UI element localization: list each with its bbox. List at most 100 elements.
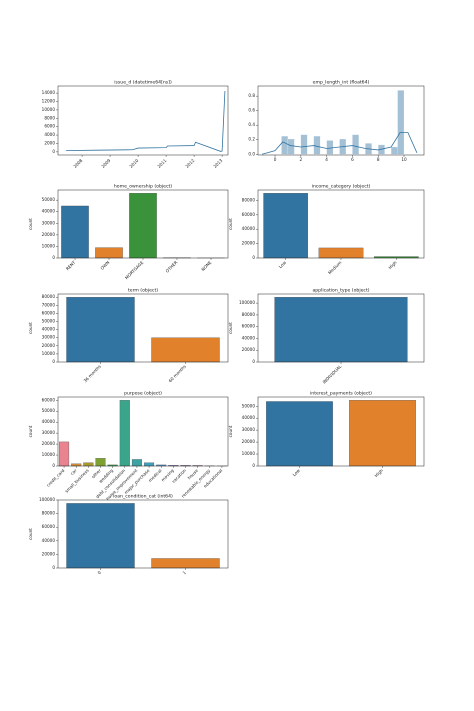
x-tick-label: 1 xyxy=(181,570,187,576)
bar xyxy=(129,193,157,259)
x-tick-label: other xyxy=(90,468,102,480)
bar xyxy=(151,337,220,363)
y-tick-label: 0.8 xyxy=(248,93,255,98)
y-tick-label: 50000 xyxy=(42,197,56,202)
y-tick-label: 0.4 xyxy=(248,122,255,127)
x-tick-label: 2 xyxy=(299,157,302,162)
y-tick-label: 20000 xyxy=(242,241,256,246)
y-axis-label: count xyxy=(28,425,33,437)
y-tick-label: 0 xyxy=(52,463,55,468)
y-tick-label: 60000 xyxy=(42,524,56,529)
y-tick-label: 40000 xyxy=(42,419,56,424)
x-tick-label: Medium xyxy=(327,260,342,275)
bar xyxy=(266,401,333,467)
y-tick-label: 60000 xyxy=(42,310,56,315)
x-tick-label: 36 months xyxy=(83,364,102,383)
y-tick-label: 20000 xyxy=(242,347,256,352)
y-tick-label: 0.0 xyxy=(248,151,255,156)
x-tick-label: Low xyxy=(278,259,288,269)
chart-title: emp_length_int (float64) xyxy=(313,80,370,86)
x-tick-label: INDIVIDUAL xyxy=(322,363,343,384)
y-tick-label: 20000 xyxy=(42,441,56,446)
bar xyxy=(83,462,94,467)
chart-title: purpose (object) xyxy=(124,391,162,397)
x-tick-label: OWN xyxy=(99,260,110,271)
y-tick-label: 10000 xyxy=(42,107,56,112)
x-tick-label: OTHER xyxy=(165,260,179,274)
y-tick-label: 0 xyxy=(52,359,55,364)
chart-title: application_type (object) xyxy=(312,288,369,294)
y-tick-label: 0 xyxy=(252,359,255,364)
y-tick-label: 10000 xyxy=(42,351,56,356)
y-tick-label: 0 xyxy=(52,149,55,154)
y-tick-label: 100000 xyxy=(39,497,55,502)
y-tick-label: 80000 xyxy=(242,312,256,317)
bar xyxy=(95,458,106,467)
chart-title: interest_payments (object) xyxy=(310,391,372,397)
histogram-bar xyxy=(326,140,334,155)
y-axis-label: count xyxy=(28,322,33,334)
x-tick-label: RENT xyxy=(65,260,77,272)
y-tick-label: 14000 xyxy=(42,90,56,95)
data-line xyxy=(66,91,226,152)
y-tick-label: 30000 xyxy=(42,220,56,225)
chart-title: income_category (object) xyxy=(312,184,371,190)
axes-frame xyxy=(57,499,229,569)
axes-frame xyxy=(57,293,229,363)
x-tick-label: 2009 xyxy=(100,158,111,169)
bar xyxy=(61,205,89,259)
bar xyxy=(59,441,70,467)
y-tick-label: 50000 xyxy=(242,403,256,408)
y-tick-label: 2000 xyxy=(44,140,55,145)
axes-frame xyxy=(257,189,425,259)
chart-title: home_ownership (object) xyxy=(114,184,172,190)
axes-frame xyxy=(57,396,229,467)
x-tick-label: MORTGAGE xyxy=(124,260,145,281)
y-tick-label: 0 xyxy=(252,255,255,260)
y-tick-label: 30000 xyxy=(42,430,56,435)
y-tick-label: 30000 xyxy=(42,335,56,340)
x-tick-label: 4 xyxy=(325,157,328,162)
axes-frame xyxy=(257,293,425,363)
y-tick-label: 40000 xyxy=(42,327,56,332)
axes-frame xyxy=(57,189,229,259)
histogram-bar xyxy=(300,134,308,155)
y-tick-label: 80000 xyxy=(42,294,56,299)
x-tick-label: High xyxy=(374,468,385,479)
bar xyxy=(318,247,364,259)
y-tick-label: 50000 xyxy=(42,319,56,324)
y-tick-label: 40000 xyxy=(242,415,256,420)
y-tick-label: 50000 xyxy=(42,408,56,413)
y-tick-label: 12000 xyxy=(42,99,56,104)
y-tick-label: 8000 xyxy=(44,115,55,120)
y-tick-label: 0 xyxy=(252,463,255,468)
y-tick-label: 0.6 xyxy=(248,108,255,113)
chart-title: loan_condition_cat (int64) xyxy=(113,494,173,500)
y-tick-label: 20000 xyxy=(42,343,56,348)
x-tick-label: 6 xyxy=(351,157,354,162)
axes-frame xyxy=(257,85,425,156)
y-tick-label: 40000 xyxy=(242,335,256,340)
y-tick-label: 60000 xyxy=(242,212,256,217)
y-tick-label: 0 xyxy=(52,255,55,260)
histogram-bar xyxy=(397,90,405,155)
histogram-bar xyxy=(287,138,295,155)
y-tick-label: 0 xyxy=(52,565,55,570)
y-tick-label: 70000 xyxy=(42,302,56,307)
x-tick-label: medical xyxy=(147,468,162,483)
bar xyxy=(119,400,130,467)
x-tick-label: 2008 xyxy=(72,158,83,169)
x-tick-label: car xyxy=(69,468,77,476)
x-tick-label: credit_card xyxy=(46,468,66,488)
chart-title: term (object) xyxy=(128,288,158,294)
y-axis-label: count xyxy=(228,218,233,230)
x-tick-label: 2011 xyxy=(156,158,167,169)
y-axis-label: count xyxy=(28,218,33,230)
y-axis-label: count xyxy=(228,322,233,334)
axes-frame xyxy=(57,85,229,156)
y-axis-label: count xyxy=(228,425,233,437)
bar xyxy=(66,503,135,569)
x-tick-label: 8 xyxy=(377,157,380,162)
y-tick-label: 60000 xyxy=(242,324,256,329)
